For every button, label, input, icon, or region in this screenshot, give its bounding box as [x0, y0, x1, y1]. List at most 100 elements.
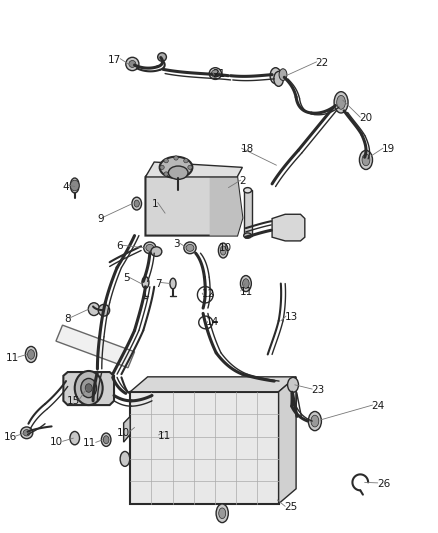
Polygon shape — [279, 377, 296, 504]
Ellipse shape — [158, 53, 166, 61]
Text: 11: 11 — [158, 431, 171, 441]
Polygon shape — [130, 392, 279, 504]
Text: 25: 25 — [284, 503, 297, 512]
Ellipse shape — [126, 57, 139, 70]
Text: 17: 17 — [108, 55, 121, 64]
Text: 14: 14 — [206, 318, 219, 327]
Ellipse shape — [244, 188, 251, 193]
Ellipse shape — [146, 244, 154, 251]
Polygon shape — [272, 214, 305, 241]
Text: 2: 2 — [239, 176, 246, 186]
Ellipse shape — [170, 278, 176, 289]
Text: 11: 11 — [6, 353, 19, 363]
Ellipse shape — [311, 415, 319, 427]
Ellipse shape — [132, 197, 141, 210]
Ellipse shape — [71, 178, 79, 193]
Ellipse shape — [25, 346, 37, 362]
Ellipse shape — [209, 68, 222, 79]
Ellipse shape — [243, 279, 249, 288]
Ellipse shape — [279, 69, 287, 80]
Ellipse shape — [362, 154, 370, 166]
Ellipse shape — [98, 304, 110, 316]
Ellipse shape — [184, 159, 188, 163]
Ellipse shape — [134, 200, 139, 207]
Ellipse shape — [184, 242, 196, 254]
Ellipse shape — [103, 436, 109, 443]
Ellipse shape — [174, 156, 178, 160]
Polygon shape — [130, 377, 296, 392]
Ellipse shape — [337, 95, 346, 109]
Ellipse shape — [129, 60, 136, 68]
Ellipse shape — [130, 422, 139, 436]
Ellipse shape — [174, 175, 178, 179]
Ellipse shape — [144, 242, 156, 254]
Ellipse shape — [101, 433, 111, 447]
Polygon shape — [145, 162, 242, 177]
Text: 9: 9 — [97, 214, 104, 223]
Text: 4: 4 — [63, 182, 69, 191]
Text: 22: 22 — [316, 58, 329, 68]
Polygon shape — [56, 325, 134, 368]
Ellipse shape — [88, 303, 99, 316]
Ellipse shape — [216, 504, 228, 522]
Text: 6: 6 — [116, 241, 123, 251]
Ellipse shape — [288, 377, 298, 392]
Text: 15: 15 — [67, 396, 80, 406]
Text: 19: 19 — [382, 144, 396, 154]
Ellipse shape — [212, 70, 219, 77]
Text: 16: 16 — [4, 432, 17, 442]
Ellipse shape — [157, 425, 167, 438]
Ellipse shape — [160, 165, 164, 169]
Ellipse shape — [219, 508, 226, 519]
Ellipse shape — [151, 247, 162, 256]
Text: 12: 12 — [201, 289, 215, 299]
Ellipse shape — [168, 166, 188, 179]
Text: 1: 1 — [152, 199, 159, 208]
Text: 3: 3 — [173, 239, 180, 248]
Polygon shape — [210, 177, 242, 236]
Circle shape — [75, 371, 102, 405]
Ellipse shape — [270, 68, 281, 84]
Circle shape — [81, 378, 96, 398]
Ellipse shape — [159, 157, 192, 178]
Ellipse shape — [159, 427, 165, 436]
Ellipse shape — [23, 430, 30, 436]
Ellipse shape — [21, 427, 33, 439]
Text: 26: 26 — [377, 479, 390, 489]
Ellipse shape — [308, 411, 321, 431]
Polygon shape — [145, 167, 242, 236]
Ellipse shape — [334, 92, 348, 113]
Ellipse shape — [142, 277, 149, 288]
Text: 5: 5 — [124, 273, 130, 283]
Polygon shape — [64, 372, 114, 405]
Bar — [244, 190, 251, 236]
Ellipse shape — [186, 244, 194, 251]
Text: 11: 11 — [239, 287, 253, 297]
Text: 23: 23 — [311, 385, 325, 395]
Polygon shape — [124, 416, 130, 442]
Ellipse shape — [274, 71, 283, 86]
Text: 20: 20 — [360, 114, 373, 123]
Text: 8: 8 — [65, 314, 71, 324]
Ellipse shape — [70, 432, 80, 445]
Text: 13: 13 — [285, 312, 298, 322]
Ellipse shape — [360, 150, 372, 169]
Ellipse shape — [219, 243, 228, 258]
Circle shape — [71, 180, 79, 191]
Text: 7: 7 — [155, 279, 162, 288]
Ellipse shape — [28, 350, 35, 359]
Ellipse shape — [188, 165, 192, 169]
Ellipse shape — [240, 276, 251, 292]
Text: 21: 21 — [212, 69, 225, 78]
Ellipse shape — [220, 246, 226, 255]
Text: 18: 18 — [240, 144, 254, 154]
Ellipse shape — [184, 172, 188, 176]
Ellipse shape — [164, 172, 168, 176]
Ellipse shape — [164, 159, 168, 163]
Circle shape — [85, 384, 92, 392]
Text: 10: 10 — [117, 428, 130, 438]
Ellipse shape — [244, 233, 251, 238]
Text: 10: 10 — [50, 438, 64, 447]
Text: 11: 11 — [83, 439, 96, 448]
Text: 10: 10 — [219, 243, 232, 253]
